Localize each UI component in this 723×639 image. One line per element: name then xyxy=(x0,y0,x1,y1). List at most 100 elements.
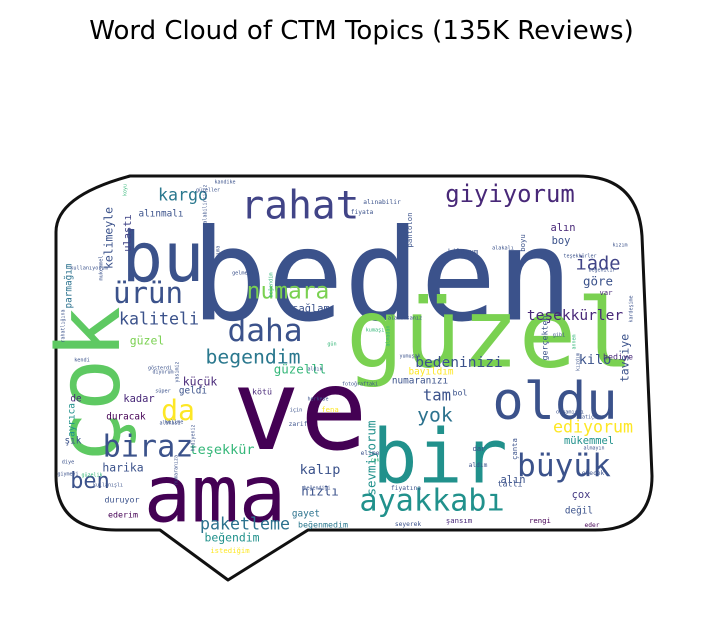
word-29: kalıp xyxy=(300,462,341,478)
word-110: gün xyxy=(327,342,336,348)
word-63: değil xyxy=(565,506,593,517)
word-41: boy xyxy=(552,235,571,247)
word-4: ama xyxy=(144,448,287,540)
word-48: mükemmel xyxy=(564,435,614,447)
word-42: alın xyxy=(550,222,575,234)
word-91: kumaşı xyxy=(366,328,385,334)
word-23: ediyorum xyxy=(553,418,633,437)
word-131: latiçiya xyxy=(579,415,603,421)
word-129: yumuşak xyxy=(399,354,420,360)
word-111: hediyeniz xyxy=(191,424,197,451)
word-11: büyük xyxy=(517,448,611,484)
word-36: küçük xyxy=(183,375,218,389)
word-101: güzeller xyxy=(196,188,220,194)
word-97: gibi xyxy=(553,333,566,339)
word-19: yok xyxy=(417,404,453,427)
word-88: gelmedi xyxy=(232,271,254,277)
word-67: gerçekten xyxy=(540,315,550,360)
word-125: kardeşime xyxy=(629,295,635,322)
word-10: biraz xyxy=(103,430,194,465)
word-18: ben xyxy=(70,469,109,494)
word-61: ayrıca xyxy=(67,403,78,437)
word-6: bu xyxy=(122,218,205,298)
word-40: beğendim xyxy=(204,531,259,545)
word-112: numaranıza xyxy=(174,455,180,485)
word-128: gösterdi xyxy=(148,366,172,372)
word-65: kötü xyxy=(252,387,272,397)
word-30: güzelll xyxy=(274,362,327,377)
word-98: annem xyxy=(572,334,578,349)
word-93: kelime xyxy=(165,420,184,426)
word-17: begendim xyxy=(205,346,300,369)
word-66: bol xyxy=(452,388,467,398)
word-104: aldık xyxy=(307,367,322,373)
word-79: fiyatına xyxy=(391,485,421,492)
word-121: kandike xyxy=(214,180,235,186)
word-57: duruyor xyxy=(104,495,139,505)
word-47: numaranızı xyxy=(392,376,448,387)
word-0: beden xyxy=(191,202,573,350)
word-43: ulaştı xyxy=(122,214,134,252)
word-99: olmamıştı xyxy=(556,410,584,416)
word-24: kargo xyxy=(158,186,208,205)
word-5: bir xyxy=(372,414,507,501)
word-12: ayakkabı xyxy=(359,484,504,519)
word-74: pantolon xyxy=(405,213,414,248)
word-80: alınabilir xyxy=(363,199,401,206)
word-39: tavsiye xyxy=(618,334,632,382)
word-16: numara xyxy=(247,279,330,305)
word-89: mukemmel xyxy=(99,256,105,281)
word-119: beğendiği xyxy=(303,485,330,492)
word-76: rengi xyxy=(529,516,551,525)
word-33: sevmiyorum xyxy=(364,420,379,495)
word-56: şık xyxy=(65,436,82,447)
word-114: alakası xyxy=(159,421,180,427)
word-3: çok xyxy=(38,306,140,464)
word-123: koyu xyxy=(123,184,129,196)
word-49: çox xyxy=(572,489,591,501)
word-130: almadan xyxy=(386,325,392,346)
word-102: alabilirsiniz xyxy=(203,184,209,223)
word-69: dar xyxy=(472,444,486,453)
word-50: alın xyxy=(500,474,525,486)
word-113: herkese xyxy=(307,397,328,403)
word-81: fiyata xyxy=(351,209,374,216)
word-28: teşekkür xyxy=(189,442,254,458)
word-73: kiloyum xyxy=(448,247,479,256)
word-126: rahatlığına xyxy=(60,309,67,342)
word-59: gayet xyxy=(292,509,320,520)
word-72: eder xyxy=(584,522,599,529)
word-55: de xyxy=(70,394,82,405)
word-15: da xyxy=(161,394,195,427)
word-26: bedeninizi xyxy=(415,354,503,371)
word-71: boyu xyxy=(518,234,527,252)
word-9: daha xyxy=(227,313,302,349)
word-86: edecek xyxy=(582,470,605,477)
word-25: tam xyxy=(423,387,451,405)
word-37: güzel xyxy=(130,334,164,348)
word-53: alınmalı xyxy=(138,209,183,220)
word-51: bayıldım xyxy=(408,367,453,378)
word-45: kadar xyxy=(123,393,154,405)
word-2: ve xyxy=(232,346,367,476)
chart-title: Word Cloud of CTM Topics (135K Reviews) xyxy=(89,16,634,46)
word-31: göre xyxy=(583,274,613,289)
word-94: süper xyxy=(155,389,171,395)
word-109: çok xyxy=(370,458,379,464)
word-117: kullanışlı xyxy=(93,483,123,489)
word-64: tatlı xyxy=(497,479,522,489)
word-32: kilo xyxy=(579,352,612,368)
word-84: elime xyxy=(361,450,380,457)
word-62: hediye xyxy=(603,352,633,362)
word-100: beğendim xyxy=(268,273,275,298)
word-118: güzelik xyxy=(81,473,102,479)
word-38: kelimeyle xyxy=(102,207,116,269)
word-95: kendi xyxy=(74,358,90,364)
word-34: harika xyxy=(102,461,143,475)
word-115: diye xyxy=(62,460,75,466)
word-14: ürün xyxy=(113,276,183,310)
word-27: teşekkürler xyxy=(527,307,624,324)
word-44: sağlam xyxy=(292,303,330,315)
